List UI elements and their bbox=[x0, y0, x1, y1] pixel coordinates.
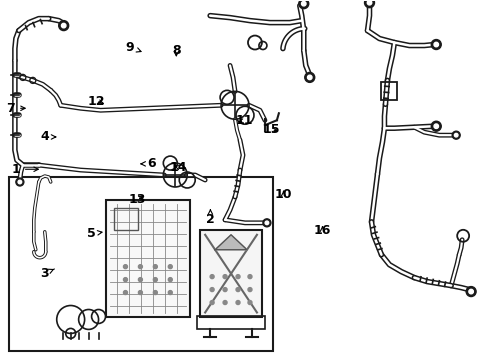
Circle shape bbox=[468, 289, 472, 294]
Text: 1: 1 bbox=[11, 163, 38, 176]
Circle shape bbox=[223, 288, 226, 292]
Circle shape bbox=[168, 291, 172, 294]
Circle shape bbox=[210, 288, 214, 292]
Circle shape bbox=[433, 42, 438, 47]
Circle shape bbox=[210, 275, 214, 279]
Circle shape bbox=[264, 221, 268, 225]
Circle shape bbox=[301, 1, 305, 6]
Circle shape bbox=[210, 301, 214, 305]
Circle shape bbox=[247, 288, 251, 292]
Text: 9: 9 bbox=[125, 41, 141, 54]
Text: 14: 14 bbox=[170, 161, 187, 174]
Circle shape bbox=[430, 40, 440, 50]
Circle shape bbox=[247, 301, 251, 305]
Circle shape bbox=[236, 275, 240, 279]
Circle shape bbox=[59, 21, 68, 31]
Circle shape bbox=[430, 121, 440, 131]
Circle shape bbox=[451, 131, 459, 139]
Text: 12: 12 bbox=[87, 95, 104, 108]
Circle shape bbox=[304, 72, 314, 82]
Circle shape bbox=[168, 278, 172, 282]
Circle shape bbox=[153, 265, 157, 269]
Circle shape bbox=[247, 275, 251, 279]
Text: 10: 10 bbox=[274, 188, 292, 201]
Circle shape bbox=[138, 278, 142, 282]
Circle shape bbox=[307, 75, 311, 80]
Circle shape bbox=[236, 288, 240, 292]
Circle shape bbox=[298, 0, 308, 9]
Circle shape bbox=[364, 0, 374, 8]
Text: 8: 8 bbox=[172, 44, 180, 57]
Circle shape bbox=[153, 278, 157, 282]
Circle shape bbox=[16, 178, 24, 186]
Circle shape bbox=[123, 265, 127, 269]
Text: 7: 7 bbox=[6, 102, 25, 115]
Text: 6: 6 bbox=[141, 157, 156, 170]
Text: 11: 11 bbox=[235, 114, 253, 127]
Circle shape bbox=[366, 0, 371, 5]
Text: 13: 13 bbox=[128, 193, 146, 206]
Circle shape bbox=[123, 291, 127, 294]
Circle shape bbox=[223, 275, 226, 279]
Bar bbox=[9, 177, 272, 351]
Bar bbox=[113, 208, 138, 230]
Circle shape bbox=[138, 291, 142, 294]
Circle shape bbox=[465, 287, 475, 297]
Polygon shape bbox=[215, 235, 246, 250]
Bar bbox=[381, 82, 397, 100]
Text: 16: 16 bbox=[313, 224, 330, 237]
Circle shape bbox=[168, 265, 172, 269]
Circle shape bbox=[153, 291, 157, 294]
Circle shape bbox=[236, 301, 240, 305]
Bar bbox=[197, 316, 264, 329]
Circle shape bbox=[263, 219, 270, 227]
Circle shape bbox=[123, 278, 127, 282]
Text: 3: 3 bbox=[41, 267, 54, 280]
Text: 2: 2 bbox=[205, 210, 214, 226]
Circle shape bbox=[433, 124, 438, 129]
Bar bbox=[200, 230, 262, 318]
Text: 15: 15 bbox=[262, 123, 280, 136]
Text: 5: 5 bbox=[86, 227, 102, 240]
Circle shape bbox=[453, 134, 457, 137]
Circle shape bbox=[61, 23, 66, 28]
Circle shape bbox=[223, 301, 226, 305]
Bar bbox=[105, 200, 190, 318]
Text: 4: 4 bbox=[41, 130, 56, 144]
Circle shape bbox=[18, 180, 21, 184]
Circle shape bbox=[138, 265, 142, 269]
